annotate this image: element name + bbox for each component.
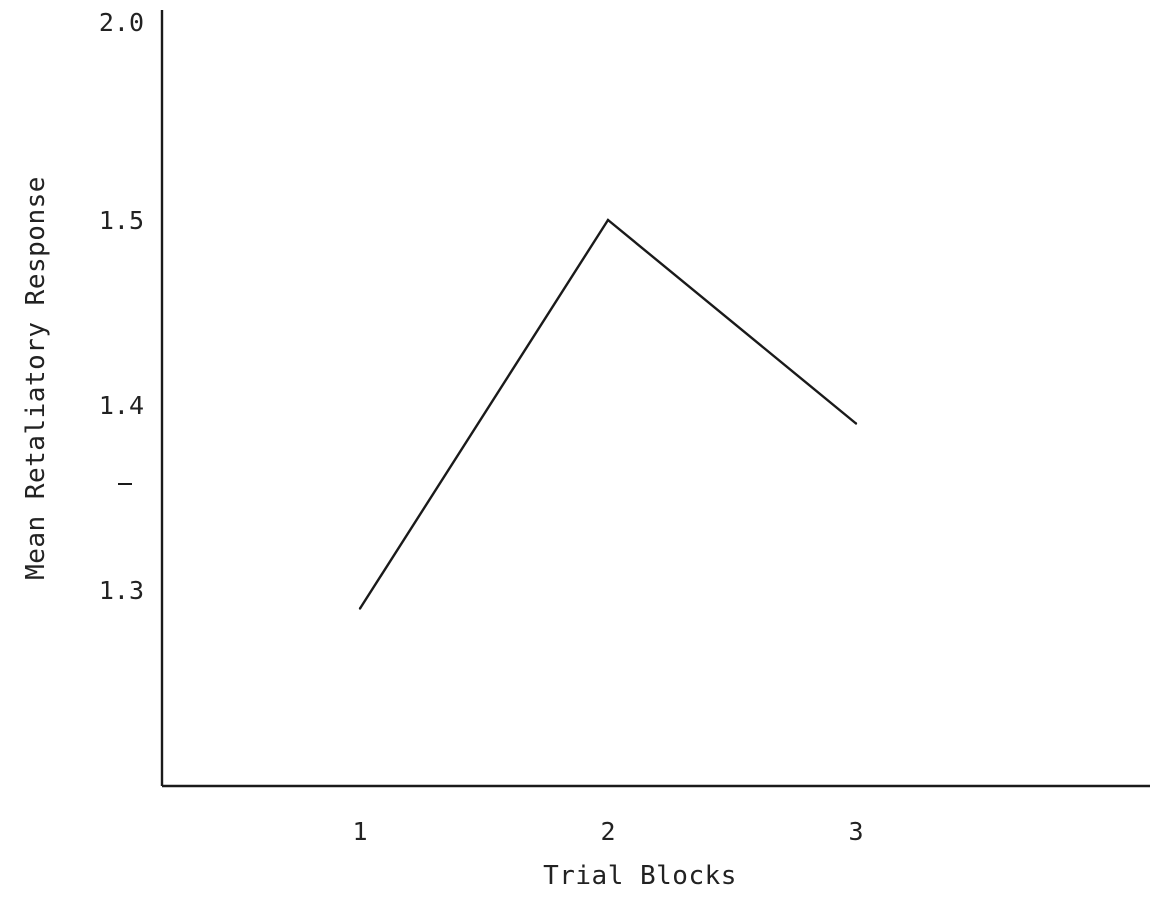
x-tick-label: 2 [600,817,615,846]
y-tick-label: 1.4 [99,391,144,420]
data-point [606,218,610,222]
y-tick-label: 1.5 [99,206,144,235]
data-point [854,422,858,425]
x-axis-title: Trial Blocks [543,861,737,891]
series-group [358,218,858,610]
x-tick-labels: 1 2 3 [352,817,863,846]
x-tick-label: 1 [352,817,367,846]
y-tick-label: 2.0 [99,8,144,37]
series-line [358,218,857,610]
axes [118,10,1150,788]
y-tick-label: 1.3 [99,576,144,605]
y-axis-title: Mean Retaliatory Response [21,176,51,580]
x-tick-label: 3 [848,817,863,846]
data-point [358,607,362,610]
y-tick-labels: 1.3 1.4 1.5 2.0 [99,8,144,605]
